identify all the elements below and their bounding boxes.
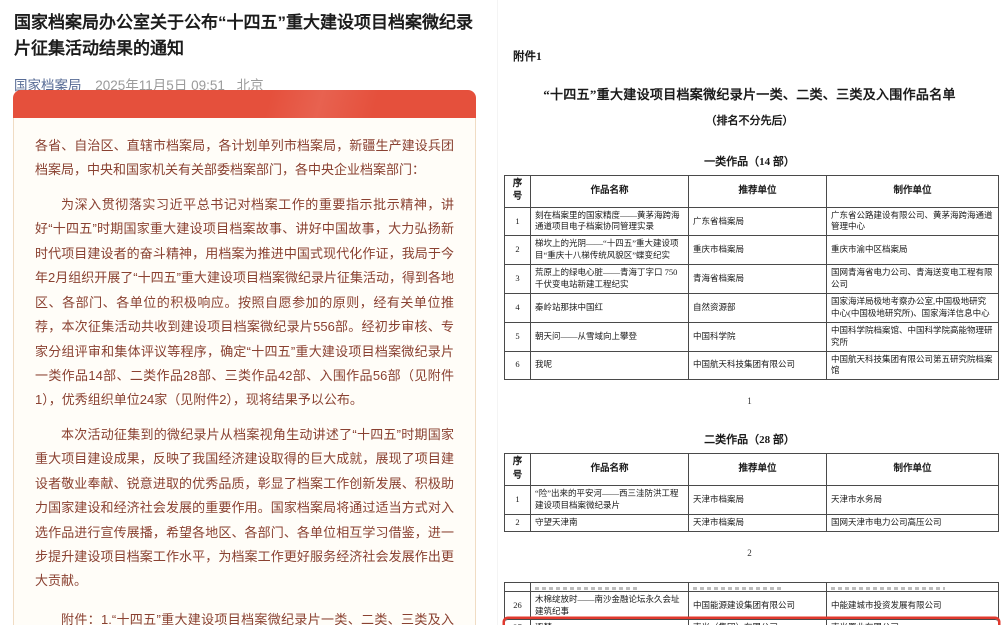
producing-unit: 中国航天科技集团有限公司第五研究院档案馆 — [831, 353, 993, 376]
row-number: 2 — [505, 514, 531, 531]
work-title: 朝天问——从雪域向上攀登 — [531, 322, 689, 351]
work-title — [531, 582, 689, 591]
producing-unit: 中能建城市投资发展有限公司 — [831, 599, 942, 610]
row-number: 2 — [505, 236, 531, 265]
clipped-table-row — [505, 582, 998, 591]
byline: 国家档案局 2025年11月5日 09:51 北京 — [14, 74, 481, 94]
table-header-row: 序号 作品名称 推荐单位 制作单位 — [505, 454, 998, 485]
producing-unit: 国家海洋局极地考察办公室,中国极地研究中心(中国极地研究所)、国家海洋信息中心 — [831, 295, 990, 318]
column-header: 推荐单位 — [689, 454, 827, 485]
recommending-unit: 中国航天科技集团有限公司 — [689, 351, 827, 380]
row-number: 1 — [505, 207, 531, 236]
attachment-line-1: 附件：1.“十四五”重大建设项目档案微纪录片一类、二类、三类及入围作品名单 — [61, 611, 454, 625]
column-header: 作品名称 — [531, 454, 689, 485]
work-title: 刻在档案里的国家精度——黄茅海跨海通道项目电子档案协同管理实录 — [531, 207, 689, 236]
column-header: 推荐单位 — [689, 176, 827, 207]
work-title: 木棉绽放时——南沙金融论坛永久会址建筑纪事 — [531, 591, 689, 620]
page-number: 1 — [747, 396, 752, 407]
column-header: 序号 — [505, 454, 531, 485]
row-number: 3 — [505, 265, 531, 293]
publish-time: 2025年11月5日 09:51 — [95, 77, 225, 93]
row-number — [505, 582, 531, 591]
column-header: 序号 — [505, 176, 531, 207]
table-row: 1 “险”出来的平安河——西三洼防洪工程建设项目档案微纪录片 天津市档案局 天津市水务… — [505, 484, 998, 514]
notice-body: 各省、自治区、直辖市档案局，各计划单列市档案局，新疆生产建设兵团档案局，中央和国… — [13, 118, 476, 625]
work-title: 秦岭站那抹中国红 — [531, 293, 689, 322]
recommending-unit: 中国能源建设集团有限公司 — [689, 591, 827, 620]
recommending-unit: 青海省档案局 — [689, 265, 827, 293]
page-title: 国家档案局办公室关于公布“十四五”重大建设项目档案微纪录片征集活动结果的通知 — [14, 13, 473, 59]
row-number: 27 — [505, 620, 531, 625]
producing-unit: 国网天津市电力公司高压公司 — [831, 516, 942, 527]
notice-card: 各省、自治区、直辖市档案局，各计划单列市档案局，新疆生产建设兵团档案局，中央和国… — [13, 90, 476, 625]
page-number: 2 — [747, 547, 752, 558]
table-row: 26 木棉绽放时——南沙金融论坛永久会址建筑纪事 中国能源建设集团有限公司 中能建城市… — [505, 590, 998, 620]
work-title: 我呢 — [531, 351, 689, 380]
recommending-unit: 南光（集团）有限公司 — [689, 620, 827, 625]
table-row: 3 荒原上的绿电心脏——青海丁字口 750 千伏变电站新建工程纪实 青海省档案局 国网… — [505, 264, 998, 293]
work-title: 守望天津南 — [531, 514, 689, 531]
red-banner-decoration — [13, 90, 476, 118]
work-title: 逐梦 — [531, 620, 689, 625]
source-link[interactable]: 国家档案局 — [14, 77, 82, 93]
section-label: 一类作品（14 部） — [704, 156, 795, 168]
producing-unit: 国网青海省电力公司、青海送变电工程有限公司 — [831, 267, 993, 290]
recommending-unit: 天津市档案局 — [689, 485, 827, 514]
table-row: 4 秦岭站那抹中国红 自然资源部 国家海洋局极地考察办公室,中国极地研究中心(中国极地… — [505, 292, 998, 322]
recommending-unit — [689, 582, 827, 591]
table-row: 6 我呢 中国航天科技集团有限公司 中国航天科技集团有限公司第五研究院档案馆 — [505, 350, 998, 380]
table-row: 1 刻在档案里的国家精度——黄茅海跨海通道项目电子档案协同管理实录 广东省档案局 广东… — [505, 206, 998, 236]
attachment-title: “十四五”重大建设项目档案微纪录片一类、二类、三类及入围作品名单 — [543, 87, 956, 102]
recommending-unit: 中国科学院 — [689, 322, 827, 351]
producing-unit: 重庆市渝中区档案局 — [831, 244, 908, 255]
recommending-unit: 重庆市档案局 — [689, 236, 827, 265]
clipped-text-fragment — [831, 587, 946, 591]
notice-article: 国家档案局办公室关于公布“十四五”重大建设项目档案微纪录片征集活动结果的通知 国… — [0, 0, 497, 625]
producing-unit: 广东省公路建设有限公司、黄茅海跨海通道管理中心 — [831, 209, 993, 232]
work-title: 荒原上的绿电心脏——青海丁字口 750 千伏变电站新建工程纪实 — [531, 265, 689, 293]
table-row: 2 守望天津南 天津市档案局 国网天津市电力公司高压公司 — [505, 513, 998, 531]
row-number: 1 — [505, 485, 531, 514]
works-table: 序号 作品名称 推荐单位 制作单位 1 “险”出来的平安河——西三洼防洪工程建设项目档案微… — [504, 453, 999, 532]
row-number: 26 — [505, 591, 531, 620]
work-title: 梯坎上的光阴——“十四五”重大建设项目“重庆十八梯传统风貌区”蝶变纪实 — [531, 236, 689, 265]
row-number: 5 — [505, 322, 531, 351]
section-gap — [498, 562, 1001, 582]
works-table: 26 木棉绽放时——南沙金融论坛永久会址建筑纪事 中国能源建设集团有限公司 中能建城市… — [504, 581, 999, 625]
publish-location: 北京 — [236, 77, 264, 93]
producing-unit: 天津市水务局 — [831, 493, 883, 504]
table-row: 2 梯坎上的光阴——“十四五”重大建设项目“重庆十八梯传统风貌区”蝶变纪实 重庆市档… — [505, 235, 998, 265]
column-header: 作品名称 — [531, 176, 689, 207]
recommending-unit: 自然资源部 — [689, 293, 827, 322]
row-number: 6 — [505, 351, 531, 380]
producing-unit — [827, 583, 998, 591]
recommending-unit: 天津市档案局 — [689, 514, 827, 531]
clipped-text-fragment — [535, 587, 640, 591]
row-number: 4 — [505, 293, 531, 322]
highlighted-table-row: 27逐梦南光（集团）有限公司南光置业有限公司 — [505, 619, 998, 625]
producing-unit: 中国科学院档案馆、中国科学院高能物理研究所 — [831, 324, 993, 347]
column-header: 制作单位 — [893, 463, 932, 474]
attachment-label: 附件1 — [513, 51, 542, 63]
notice-paragraph: 本次活动征集到的微纪录片从档案视角生动讲述了“十四五”时期国家重大项目建设成果，… — [35, 426, 454, 589]
table-row: 5 朝天问——从雪域向上攀登 中国科学院 中国科学院档案馆、中国科学院高能物理研究所 — [505, 321, 998, 351]
work-title: “险”出来的平安河——西三洼防洪工程建设项目档案微纪录片 — [531, 485, 689, 514]
recommending-unit: 广东省档案局 — [689, 207, 827, 236]
works-table: 序号 作品名称 推荐单位 制作单位 1 刻在档案里的国家精度——黄茅海跨海通道项目电子档案… — [504, 175, 999, 381]
column-header: 制作单位 — [893, 185, 932, 196]
attachment-subtitle: （排名不分先后） — [705, 115, 794, 127]
table-header-row: 序号 作品名称 推荐单位 制作单位 — [505, 176, 998, 207]
salutation: 各省、自治区、直辖市档案局，各计划单列市档案局，新疆生产建设兵团档案局，中央和国… — [35, 138, 454, 178]
clipped-text-fragment — [693, 587, 784, 591]
notice-paragraph: 为深入贯彻落实习近平总书记对档案工作的重要指示批示精神，讲好“十四五”时期国家重… — [35, 196, 454, 408]
attachment-sections: 一类作品（14 部） 序号 作品名称 推荐单位 制作单位 1 刻在档案里的国家精度——黄茅海… — [498, 153, 1001, 625]
section-label: 二类作品（28 部） — [704, 434, 795, 447]
attachment-document: 附件1 “十四五”重大建设项目档案微纪录片一类、二类、三类及入围作品名单 （排名… — [497, 0, 1001, 625]
producing-unit: 南光置业有限公司 — [827, 620, 998, 625]
